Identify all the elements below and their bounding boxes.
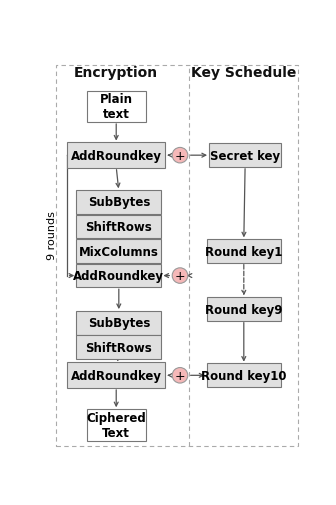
Text: Encryption: Encryption [74,66,158,80]
FancyBboxPatch shape [67,363,165,388]
FancyBboxPatch shape [87,91,145,123]
FancyBboxPatch shape [76,336,161,360]
Text: Secret key: Secret key [210,149,280,162]
Text: Key Schedule: Key Schedule [191,66,296,80]
Text: AddRoundkey: AddRoundkey [73,270,164,282]
Ellipse shape [172,368,188,383]
Text: ShiftRows: ShiftRows [85,221,152,233]
FancyBboxPatch shape [207,364,281,387]
FancyBboxPatch shape [207,240,281,264]
FancyBboxPatch shape [76,264,161,288]
Text: AddRoundkey: AddRoundkey [71,149,162,162]
Text: SubBytes: SubBytes [88,317,150,330]
FancyBboxPatch shape [76,191,161,215]
Text: Round key10: Round key10 [201,369,287,382]
Text: Plain
text: Plain text [100,93,133,121]
Text: Round key9: Round key9 [205,303,283,316]
FancyBboxPatch shape [76,215,161,239]
FancyBboxPatch shape [87,409,145,441]
Text: 9 rounds: 9 rounds [47,211,57,260]
Text: $+$: $+$ [174,369,185,382]
Text: MixColumns: MixColumns [79,245,159,258]
Text: $+$: $+$ [174,270,185,282]
FancyBboxPatch shape [76,240,161,264]
Text: ShiftRows: ShiftRows [85,341,152,354]
FancyBboxPatch shape [207,297,281,321]
Text: Round key1: Round key1 [205,245,283,258]
Text: Ciphered
Text: Ciphered Text [86,411,146,439]
FancyBboxPatch shape [67,143,165,169]
FancyBboxPatch shape [76,311,161,335]
Text: AddRoundkey: AddRoundkey [71,369,162,382]
Text: $+$: $+$ [174,149,185,162]
FancyBboxPatch shape [209,144,281,168]
Text: SubBytes: SubBytes [88,196,150,209]
Ellipse shape [172,268,188,284]
Ellipse shape [172,148,188,164]
